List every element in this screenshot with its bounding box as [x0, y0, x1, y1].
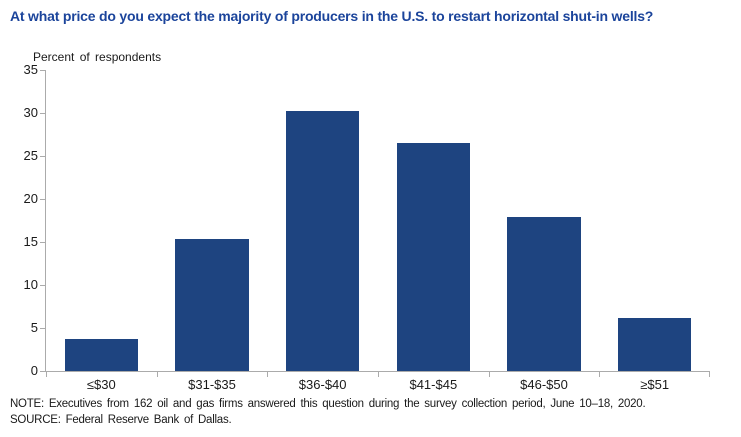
- y-tick-label: 35: [23, 62, 38, 77]
- x-tick: [709, 372, 710, 377]
- y-tick-label: 10: [23, 277, 38, 292]
- x-tick-label: ≤$30: [86, 377, 116, 392]
- bar-$41-$45: [396, 143, 470, 371]
- y-tick: [40, 241, 45, 243]
- x-tick: [599, 372, 601, 377]
- y-tick: [40, 284, 45, 286]
- chart-title: At what price do you expect the majority…: [10, 8, 654, 24]
- x-tick-label: $36-$40: [298, 377, 347, 392]
- y-tick: [40, 155, 45, 157]
- plot-area: 0 5 10 15 20 25 30 35 ≤$30 $31-$35 $36-$40 $41-$45 $…: [24, 62, 710, 392]
- y-tick: [40, 112, 45, 114]
- y-tick: [40, 69, 45, 71]
- x-tick: [156, 372, 158, 377]
- x-tick: [378, 372, 379, 377]
- x-tick-label: ≥$51: [640, 377, 670, 392]
- y-tick-label: 30: [23, 105, 38, 120]
- y-tick-label: 5: [30, 320, 38, 335]
- x-tick-label: $46-$50: [520, 377, 568, 392]
- y-tick: [40, 327, 45, 329]
- y-axis-unit-label: Percent of respondents: [33, 50, 162, 64]
- bar-≥$51: [618, 317, 692, 371]
- bar-≤$30: [64, 339, 138, 371]
- x-tick: [488, 372, 490, 377]
- x-tick: [46, 372, 47, 377]
- bar-$36-$40: [286, 111, 360, 371]
- y-tick-label: 20: [23, 191, 38, 206]
- note-text: NOTE: Executives from 162 oil and gas fi…: [10, 398, 646, 410]
- x-tick: [267, 372, 269, 377]
- x-tick-label: $31-$35: [188, 377, 236, 392]
- source-text: SOURCE: Federal Reserve Bank of Dallas.: [10, 414, 232, 426]
- y-tick-label: 15: [23, 234, 38, 249]
- bar-$46-$50: [507, 217, 581, 371]
- y-tick: [40, 370, 45, 372]
- y-tick-label: 25: [23, 148, 38, 163]
- x-tick-label: $41-$45: [409, 377, 458, 392]
- y-tick-label: 0: [30, 363, 38, 378]
- y-tick: [40, 198, 45, 200]
- bar-$31-$35: [175, 238, 249, 371]
